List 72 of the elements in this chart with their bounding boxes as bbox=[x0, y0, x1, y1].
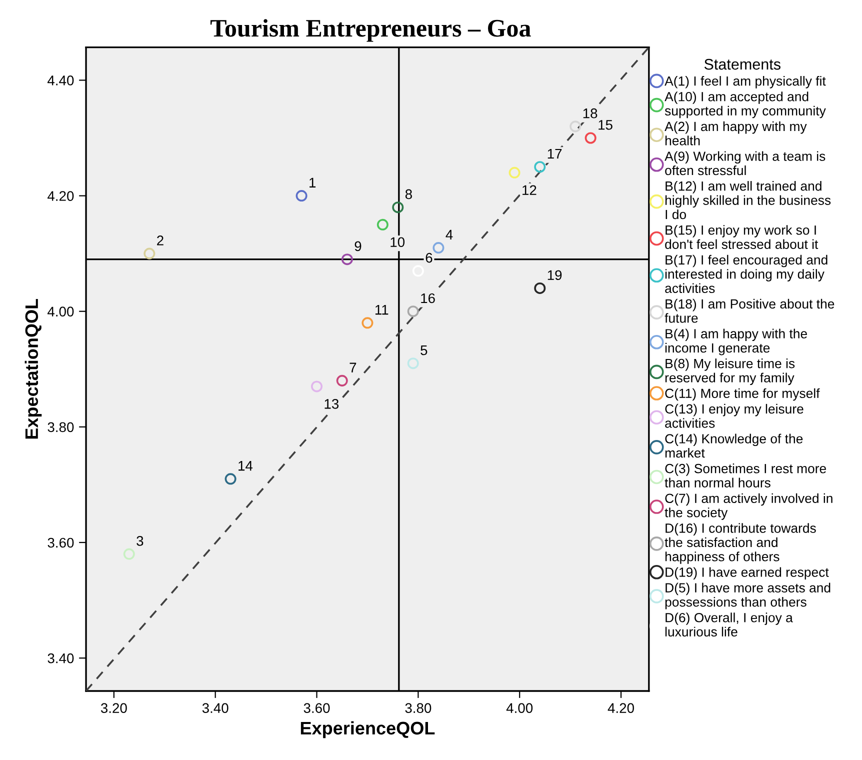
annotation: 1 bbox=[310, 178, 316, 188]
point bbox=[407, 358, 419, 370]
point bbox=[362, 317, 374, 329]
legend-label: B(12) I am well trained and highly skilled in the business I do bbox=[665, 181, 831, 220]
legend-label: C(11) More time for myself bbox=[665, 388, 820, 401]
legend-label: C(3) Sometimes I rest more than normal hours bbox=[664, 464, 826, 488]
point bbox=[534, 282, 546, 294]
annotation: 11 bbox=[375, 305, 388, 315]
legend-label: D(19) I have earned respect bbox=[666, 567, 829, 580]
legend-label: C(7) I am actively involved in the society bbox=[664, 493, 832, 520]
legend-label: B(18) I am Positive about the future bbox=[664, 298, 834, 323]
legend-label: B(4) I am happy with the income I generate bbox=[665, 328, 807, 356]
annotation: 8 bbox=[405, 189, 412, 200]
y-axis-title: ExpectationQOL bbox=[24, 298, 42, 439]
annotation: 5 bbox=[420, 345, 428, 356]
annotation: 13 bbox=[324, 398, 339, 409]
annotation: 7 bbox=[350, 362, 356, 372]
x-tick-label: 3.80 bbox=[405, 703, 432, 713]
annotation: 3 bbox=[136, 536, 144, 546]
point bbox=[296, 190, 308, 202]
x-axis-title: ExperienceQOL bbox=[300, 721, 435, 738]
annotation: 17 bbox=[548, 149, 562, 159]
legend-label: D(5) I have more assets and possessions than others bbox=[665, 582, 830, 610]
x-tick-label: 3.60 bbox=[304, 703, 330, 713]
point bbox=[224, 473, 236, 485]
y-tick-label: 4.00 bbox=[48, 306, 74, 317]
annotation: 19 bbox=[548, 270, 562, 280]
y-tick-label: 4.20 bbox=[48, 191, 74, 201]
x-tick-label: 4.00 bbox=[506, 703, 533, 713]
y-tick-label: 4.40 bbox=[48, 76, 74, 86]
point bbox=[534, 161, 546, 173]
point bbox=[336, 374, 348, 386]
x-tick-label: 4.20 bbox=[608, 703, 634, 713]
annotation: 12 bbox=[522, 185, 536, 195]
point bbox=[310, 380, 323, 392]
legend-label: B(15) I enjoy my work so I don't feel stressed about it bbox=[665, 225, 818, 249]
annotation: 4 bbox=[446, 230, 453, 240]
legend-label: D(16) I contribute towards the satisfaction and happiness of others bbox=[664, 523, 816, 564]
annotation: 14 bbox=[238, 461, 253, 471]
point bbox=[584, 132, 596, 144]
point bbox=[392, 202, 404, 214]
annotation: 16 bbox=[421, 293, 435, 304]
point bbox=[432, 242, 444, 254]
legend-label: D(6) Overall, I enjoy a luxurious life bbox=[665, 612, 793, 637]
annotation: 9 bbox=[354, 241, 362, 252]
legend-label: C(13) I enjoy my leisure activities bbox=[665, 404, 804, 428]
legend-label: B(8) My leisure time is reserved for my family bbox=[665, 358, 795, 386]
x-tick-label: 3.20 bbox=[100, 703, 127, 713]
point bbox=[508, 166, 520, 178]
chart-title: Tourism Entrepreneurs – Goa bbox=[210, 19, 531, 42]
point bbox=[407, 306, 419, 318]
y-tick-label: 3.60 bbox=[48, 538, 74, 548]
legend-label: C(14) Knowledge of the market bbox=[665, 434, 803, 458]
annotation: 2 bbox=[157, 236, 164, 246]
legend-title: Statements bbox=[704, 58, 780, 70]
x-tick-label: 3.40 bbox=[202, 703, 228, 713]
legend-label: B(17) I feel encouraged and interested in doing my daily activities bbox=[665, 254, 828, 293]
point bbox=[123, 548, 135, 560]
point bbox=[144, 248, 156, 260]
legend-label: A(9) Working with a team is often stressful bbox=[664, 151, 826, 176]
legend-label: A(10) I am accepted and supported in my community bbox=[664, 92, 826, 118]
annotation: 15 bbox=[598, 120, 612, 130]
point bbox=[376, 218, 388, 230]
legend-label: A(2) I am happy with my health bbox=[664, 121, 807, 146]
annotation: 10 bbox=[390, 237, 405, 248]
point bbox=[570, 120, 582, 132]
y-tick-label: 3.80 bbox=[48, 422, 74, 432]
annotation: 18 bbox=[583, 108, 598, 118]
legend-label: A(1) I feel I am physically fit bbox=[664, 76, 826, 88]
annotation: 6 bbox=[426, 252, 432, 263]
point bbox=[341, 254, 353, 266]
y-tick-label: 3.40 bbox=[48, 653, 74, 664]
